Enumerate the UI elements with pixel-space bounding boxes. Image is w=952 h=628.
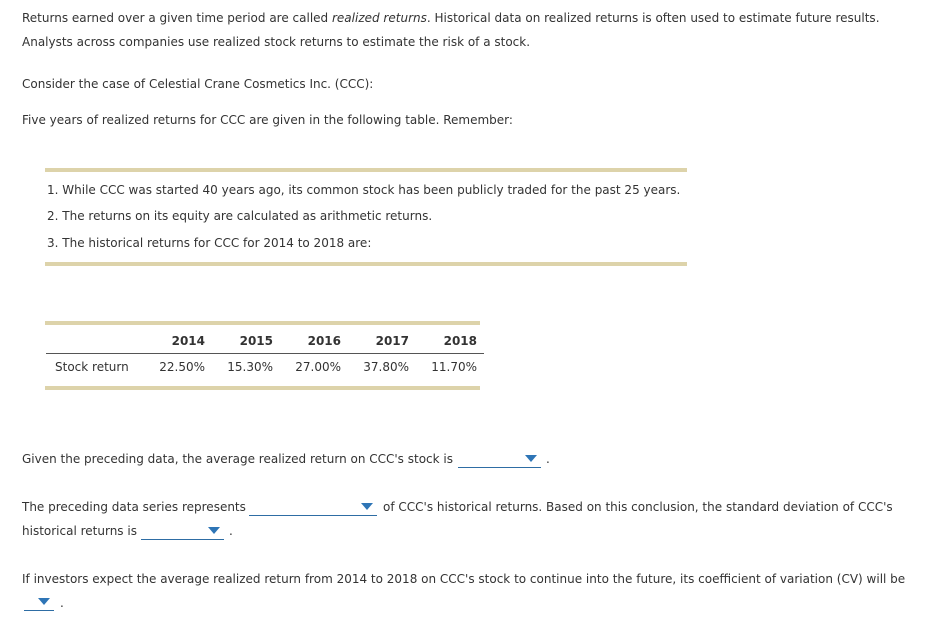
table-cell: 11.70% [431,360,477,374]
remember-item-3: 3. The historical returns for CCC for 20… [47,236,372,250]
table-cell: 15.30% [227,360,273,374]
chevron-down-icon [361,503,373,510]
remember-item-1: 1. While CCC was started 40 years ago, i… [47,183,681,197]
std-question-period: . [229,524,233,538]
std-deviation-dropdown[interactable] [141,523,224,540]
series-question-text: The preceding data series represents [22,500,246,514]
table-row: Stock return 22.50% 15.30% 27.00% 37.80%… [46,354,484,379]
average-question-period: . [546,452,550,466]
remember-bottom-rule [45,262,687,266]
average-question-text: Given the preceding data, the average re… [22,452,453,466]
table-cell: 22.50% [159,360,205,374]
realized-returns-term: realized returns [331,11,427,25]
table-header-row: 2014 2015 2016 2017 2018 [46,330,484,354]
average-return-dropdown[interactable] [458,451,541,468]
intro-line-1-post: . Historical data on realized returns is… [426,11,880,25]
intro-line-1: Returns earned over a given time period … [22,11,880,25]
returns-table: 2014 2015 2016 2017 2018 Stock return 22… [46,330,484,378]
table-top-rule [45,321,480,325]
cv-question-period: . [60,596,64,610]
table-header-year: 2014 [144,330,212,354]
intro-line-1-pre: Returns earned over a given time period … [22,11,332,25]
cv-question-text: If investors expect the average realized… [22,572,906,586]
table-header-year: 2017 [348,330,416,354]
chevron-down-icon [525,455,537,462]
case-text: Consider the case of Celestial Crane Cos… [22,77,374,91]
remember-top-rule [45,168,687,172]
series-type-dropdown[interactable] [249,499,377,516]
chevron-down-icon [38,598,50,605]
table-bottom-rule [45,386,480,390]
table-cell: 37.80% [363,360,409,374]
intro-line-2: Analysts across companies use realized s… [22,35,531,49]
std-question-text: historical returns is [22,524,137,538]
table-header-blank [46,330,144,354]
table-cell: 27.00% [295,360,341,374]
table-header-year: 2015 [212,330,280,354]
row-label-stock-return: Stock return [55,360,129,374]
five-years-text: Five years of realized returns for CCC a… [22,113,513,127]
remember-item-2: 2. The returns on its equity are calcula… [47,209,433,223]
table-header-year: 2018 [416,330,484,354]
cv-dropdown[interactable] [24,594,54,611]
chevron-down-icon [208,527,220,534]
table-header-year: 2016 [280,330,348,354]
series-question-continuation: of CCC's historical returns. Based on th… [383,500,893,514]
